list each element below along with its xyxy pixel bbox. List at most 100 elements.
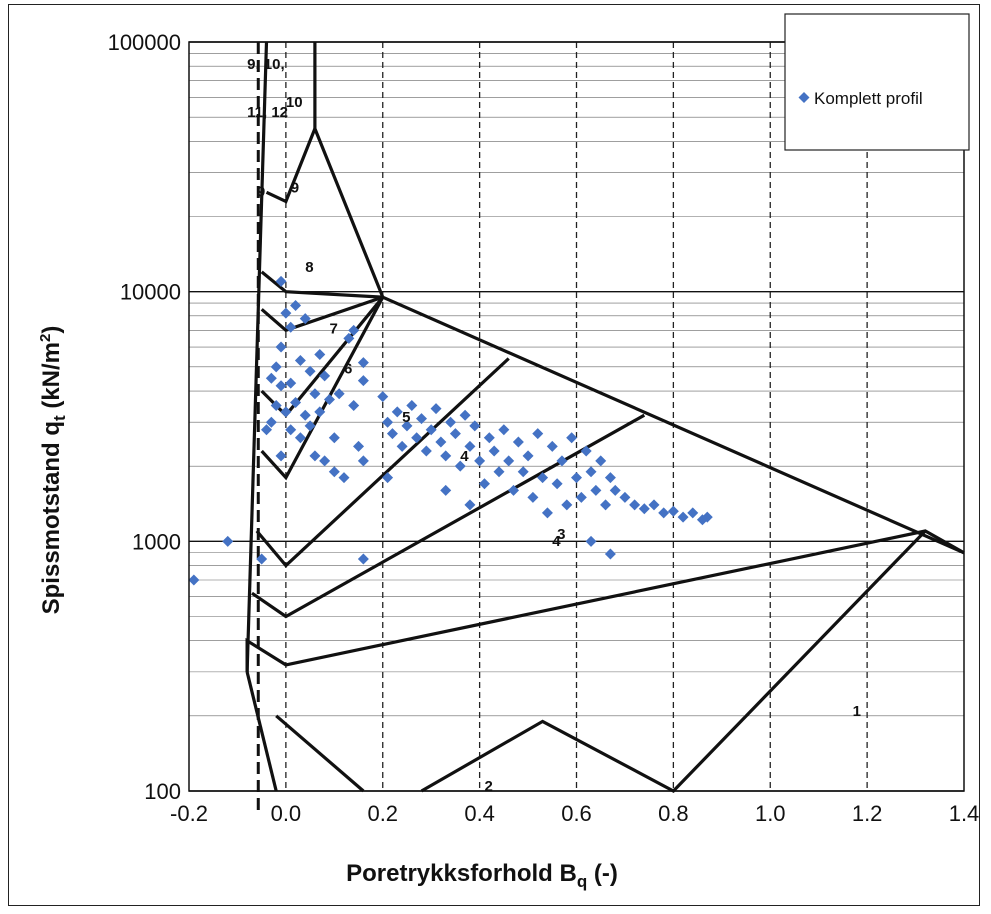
scatter-point [648, 499, 660, 511]
data-points [188, 275, 713, 586]
scatter-point [265, 416, 277, 428]
scatter-point [357, 375, 369, 387]
scatter-point [290, 300, 302, 312]
zone-label: 11, 12 [247, 104, 288, 121]
scatter-point [401, 420, 413, 432]
scatter-point [517, 466, 529, 478]
scatter-point [575, 491, 587, 503]
scatter-point [188, 574, 200, 586]
scatter-point [275, 341, 287, 353]
zone-boundary-line [420, 529, 927, 793]
scatter-point [333, 388, 345, 400]
y-tick-label: 100 [144, 779, 181, 804]
x-tick-label: -0.2 [170, 801, 208, 826]
scatter-point [357, 553, 369, 565]
x-tick-label: 0.8 [658, 801, 689, 826]
scatter-point [440, 450, 452, 462]
scatter-point [309, 450, 321, 462]
x-tick-labels: -0.2 0.0 0.2 0.4 0.6 0.8 1.0 1.2 1.4 [170, 801, 979, 826]
scatter-point [556, 455, 568, 467]
zone-boundary-line [245, 671, 278, 792]
scatter-point [328, 432, 340, 444]
scatter-point [478, 478, 490, 490]
scatter-point [411, 432, 423, 444]
scatter-point [604, 548, 616, 560]
scatter-point [328, 466, 340, 478]
scatter-point [222, 535, 234, 547]
scatter-point [319, 455, 331, 467]
scatter-point [522, 450, 534, 462]
scatter-point [396, 440, 408, 452]
scatter-point [285, 424, 297, 436]
scatter-point [508, 484, 520, 496]
zone-label: 7 [329, 320, 337, 337]
x-tick-label: 0.6 [561, 801, 592, 826]
scatter-point [498, 424, 510, 436]
scatter-point [459, 409, 471, 421]
scatter-point [658, 507, 670, 519]
zone-label: 6 [344, 361, 352, 378]
scatter-point [261, 424, 272, 436]
x-tick-label: 1.0 [755, 801, 786, 826]
y-axis-title: Spissmotstand qt (kN/m2) [37, 326, 69, 615]
y-tick-label: 10000 [120, 280, 181, 305]
scatter-point [600, 499, 612, 511]
scatter-point [503, 455, 515, 467]
chart-frame: 9, 10, 11, 12 10 9 9 8 7 6 5 4 3 4 1 2 -0.2 0.0 0.2 0.4 0… [8, 4, 980, 906]
scatter-point [357, 455, 369, 467]
zone-boundary-line [260, 295, 384, 333]
scatter-point [309, 388, 321, 400]
zone-boundary-line [265, 124, 965, 555]
scatter-point [585, 535, 597, 547]
scatter-point [348, 324, 360, 336]
scatter-point [604, 472, 616, 484]
scatter-point [304, 420, 316, 432]
scatter-point [377, 391, 389, 403]
scatter-point [285, 321, 297, 333]
scatter-point [430, 403, 442, 415]
zone-label: 1 [853, 703, 861, 720]
scatter-point [382, 416, 394, 428]
scatter-point [701, 511, 713, 523]
scatter-point [280, 406, 292, 418]
legend-marker [798, 92, 810, 103]
scatter-point [294, 355, 306, 367]
scatter-point [353, 440, 365, 452]
scatter-point [343, 332, 355, 344]
scatter-point [275, 450, 287, 462]
zone-label: 2 [484, 778, 492, 795]
scatter-point [619, 491, 631, 503]
scatter-point [571, 472, 582, 484]
scatter-point [561, 499, 573, 511]
scatter-point [585, 466, 597, 478]
scatter-point [348, 399, 360, 411]
zone-boundary-line [245, 529, 965, 672]
scatter-point [566, 432, 578, 444]
scatter-point [270, 361, 282, 373]
scatter-point [512, 436, 524, 448]
zone-label: 9, 10, [247, 56, 285, 73]
scatter-point [527, 491, 539, 503]
scatter-point [440, 484, 452, 496]
scatter-point [609, 484, 621, 496]
x-tick-label: 1.4 [949, 801, 980, 826]
scatter-point [323, 393, 335, 405]
x-axis-title: Poretrykksforhold Bq (-) [346, 860, 618, 891]
scatter-point [464, 499, 476, 511]
classification-zone-lines [245, 41, 965, 811]
scatter-point [299, 313, 311, 325]
y-tick-label: 1000 [132, 529, 181, 554]
scatter-point [595, 455, 607, 467]
scatter-point [551, 478, 563, 490]
scatter-point [290, 396, 302, 408]
scatter-point [285, 377, 297, 389]
scatter-point [319, 370, 331, 382]
scatter-point [275, 275, 287, 287]
scatter-point [687, 507, 699, 519]
x-tick-label: 0.2 [367, 801, 398, 826]
scatter-point [382, 472, 394, 484]
scatter-point [435, 436, 447, 448]
scatter-point [391, 406, 403, 418]
